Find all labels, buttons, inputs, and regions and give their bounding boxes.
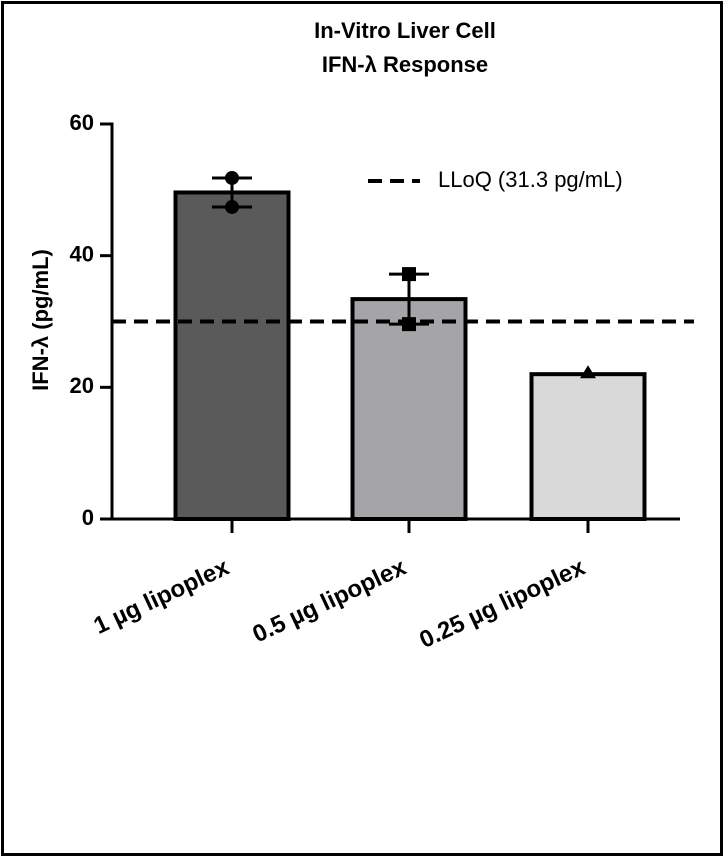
data-point bbox=[225, 199, 239, 214]
y-axis-label: IFN-λ (pg/mL) bbox=[28, 249, 53, 391]
y-tick-label: 0 bbox=[82, 505, 94, 530]
data-point bbox=[402, 317, 416, 332]
bar bbox=[350, 297, 468, 521]
y-tick-label: 20 bbox=[70, 373, 94, 398]
x-tick-label: 0.25 µg lipoplex bbox=[415, 553, 589, 653]
data-point bbox=[225, 170, 239, 185]
data-point bbox=[402, 267, 416, 282]
x-tick-label: 0.5 µg lipoplex bbox=[248, 553, 410, 648]
bar bbox=[529, 372, 647, 521]
bar bbox=[173, 190, 291, 521]
y-tick-label: 60 bbox=[70, 110, 94, 135]
y-tick-label: 40 bbox=[70, 241, 94, 266]
x-tick-label: 1 µg lipoplex bbox=[90, 553, 234, 639]
chart-title: In-Vitro Liver Cell bbox=[314, 18, 496, 43]
chart-title: IFN-λ Response bbox=[322, 52, 488, 77]
data-point bbox=[580, 365, 596, 379]
legend-label: LLoQ (31.3 pg/mL) bbox=[438, 167, 623, 192]
